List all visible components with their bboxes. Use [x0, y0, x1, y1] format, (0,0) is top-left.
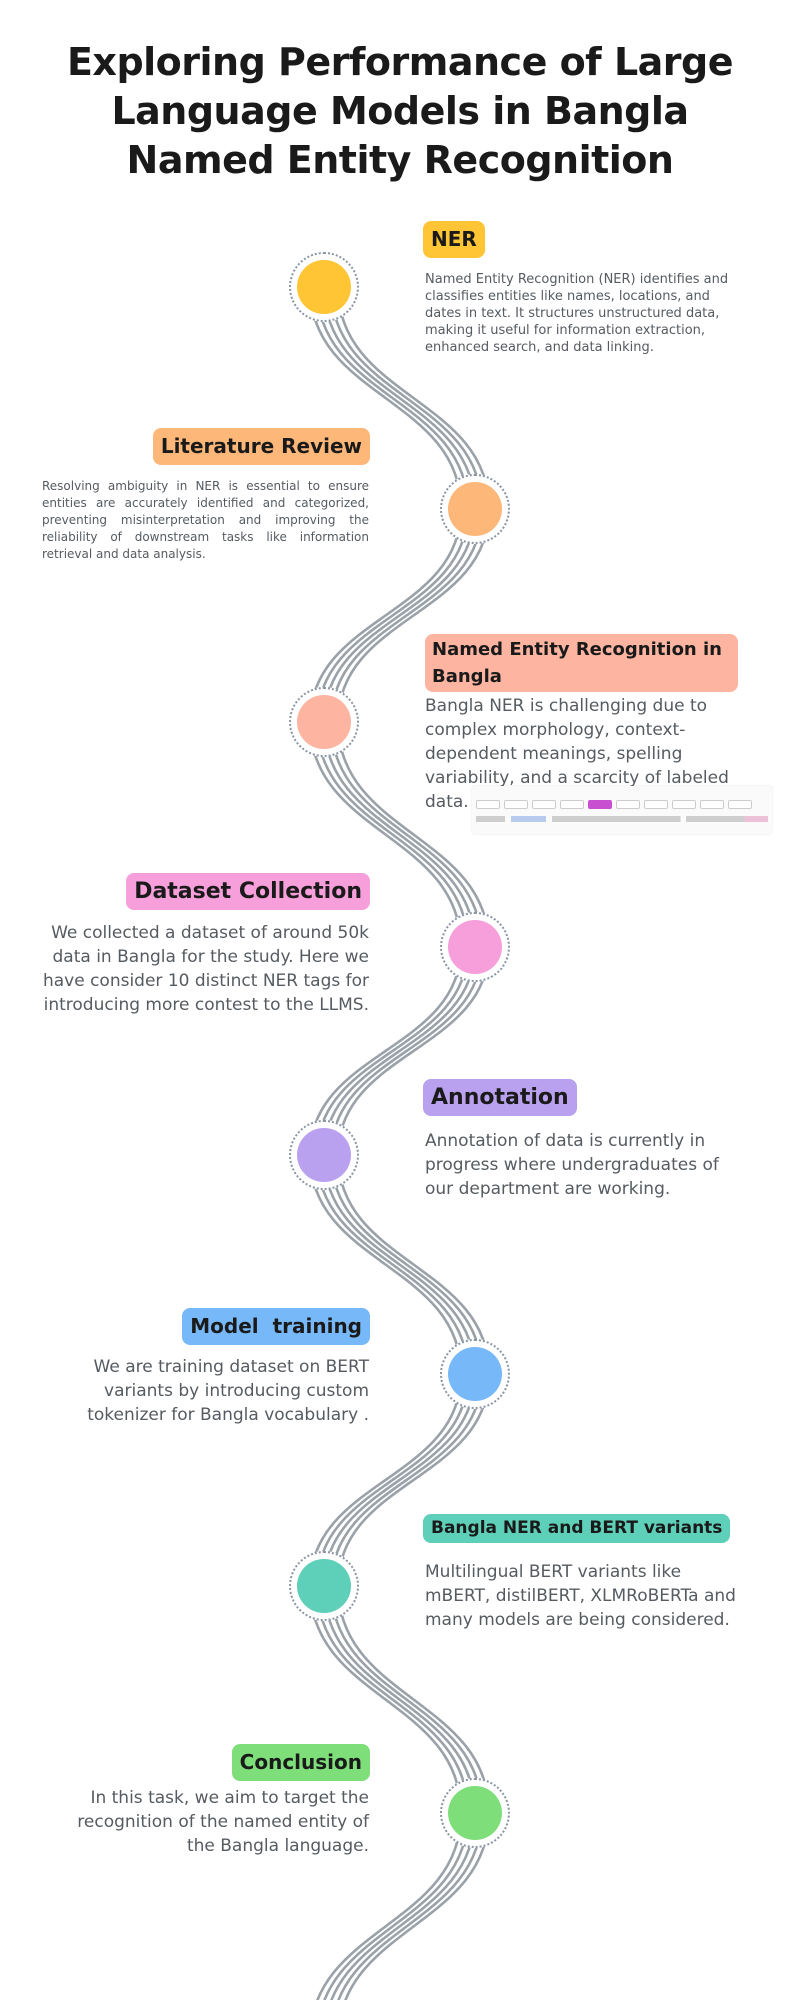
road-line — [315, 507, 470, 724]
node-literature-review — [440, 474, 510, 544]
step-text-literature-review: Resolving ambiguity in NER is essential … — [42, 479, 369, 561]
road-line — [344, 1811, 491, 2000]
node-bangla-ner — [289, 687, 359, 757]
sample-tag-chip — [616, 800, 640, 809]
road-line — [322, 1584, 477, 1815]
road-line — [322, 720, 477, 949]
node-bert-variants — [289, 1551, 359, 1621]
ner-annotation-sample-image — [472, 786, 772, 834]
step-label-model-training: Model training — [182, 1308, 370, 1345]
road-line — [336, 1153, 491, 1376]
road-line — [316, 1811, 463, 2000]
step-label-bert-variants: Bangla NER and BERT variants — [423, 1514, 731, 1543]
sample-tag-chip — [532, 800, 556, 809]
step-text-conclusion: In this task, we aim to target the recog… — [77, 1788, 369, 1856]
road-line — [336, 285, 491, 511]
node-dot — [297, 1559, 351, 1613]
step-text-dataset-collection: We collected a dataset of around 50k dat… — [42, 923, 369, 1015]
road-line — [322, 285, 477, 511]
road-line — [329, 1153, 484, 1376]
node-dot — [448, 920, 502, 974]
road-line — [329, 285, 484, 511]
sample-tag-chip — [672, 800, 696, 809]
node-model-training — [440, 1339, 510, 1409]
road-line — [329, 945, 484, 1157]
road-line — [336, 1372, 491, 1588]
step-text-bangla-ner: Bangla NER is challenging due to complex… — [425, 696, 729, 812]
road-line — [315, 1584, 470, 1815]
page-title: Exploring Performance of Large Language … — [66, 40, 734, 182]
road-line — [322, 1153, 477, 1376]
road-line — [323, 1811, 470, 2000]
road-line — [336, 945, 491, 1157]
road-line — [315, 285, 470, 511]
road-line — [315, 945, 470, 1157]
road-line — [322, 945, 477, 1157]
road-line — [336, 507, 491, 724]
step-text-model-training: We are training dataset on BERT variants… — [87, 1357, 369, 1425]
road-line — [308, 507, 463, 724]
node-dot — [448, 1347, 502, 1401]
road-line — [315, 1153, 470, 1376]
road-line — [336, 1584, 491, 1815]
node-annotation — [289, 1120, 359, 1190]
step-text-bert-variants: Multilingual BERT variants like mBERT, d… — [425, 1562, 736, 1630]
road-line — [308, 720, 463, 949]
sample-tag-chip — [588, 800, 612, 809]
node-dot — [448, 1786, 502, 1840]
road-line — [322, 507, 477, 724]
step-label-bangla-ner: Named Entity Recognition in Bangla — [425, 634, 738, 692]
road-line — [322, 1372, 477, 1588]
road-line — [336, 720, 491, 949]
road-line — [329, 507, 484, 724]
node-dot — [297, 1128, 351, 1182]
step-label-conclusion: Conclusion — [231, 1744, 370, 1781]
step-label-literature-review: Literature Review — [152, 428, 370, 465]
road-line — [308, 1372, 463, 1588]
sample-tag-legend — [476, 800, 752, 809]
road-line — [308, 1584, 463, 1815]
sample-tag-chip — [728, 800, 752, 809]
node-conclusion — [440, 1778, 510, 1848]
step-text-ner: Named Entity Recognition (NER) identifie… — [425, 272, 729, 355]
node-dot — [297, 695, 351, 749]
step-label-annotation: Annotation — [423, 1079, 577, 1116]
road-line — [308, 1153, 463, 1376]
step-label-ner: NER — [423, 221, 485, 258]
road-line — [315, 720, 470, 949]
node-dataset-collection — [440, 912, 510, 982]
sample-tag-chip — [504, 800, 528, 809]
road-line — [315, 1372, 470, 1588]
road-line — [330, 1811, 477, 2000]
node-dot — [448, 482, 502, 536]
node-dot — [297, 260, 351, 314]
road-line — [329, 1372, 484, 1588]
road-line — [308, 945, 463, 1157]
step-text-annotation: Annotation of data is currently in progr… — [425, 1131, 719, 1199]
sample-tag-chip — [560, 800, 584, 809]
sample-tag-chip — [644, 800, 668, 809]
sample-tag-chip — [700, 800, 724, 809]
sample-annotated-sentence — [476, 816, 768, 822]
node-ner — [289, 252, 359, 322]
road-line — [329, 1584, 484, 1815]
step-label-dataset-collection: Dataset Collection — [126, 873, 370, 910]
sample-tag-chip — [476, 800, 500, 809]
road-line — [329, 720, 484, 949]
road-line — [337, 1811, 484, 2000]
road-line — [308, 285, 463, 511]
